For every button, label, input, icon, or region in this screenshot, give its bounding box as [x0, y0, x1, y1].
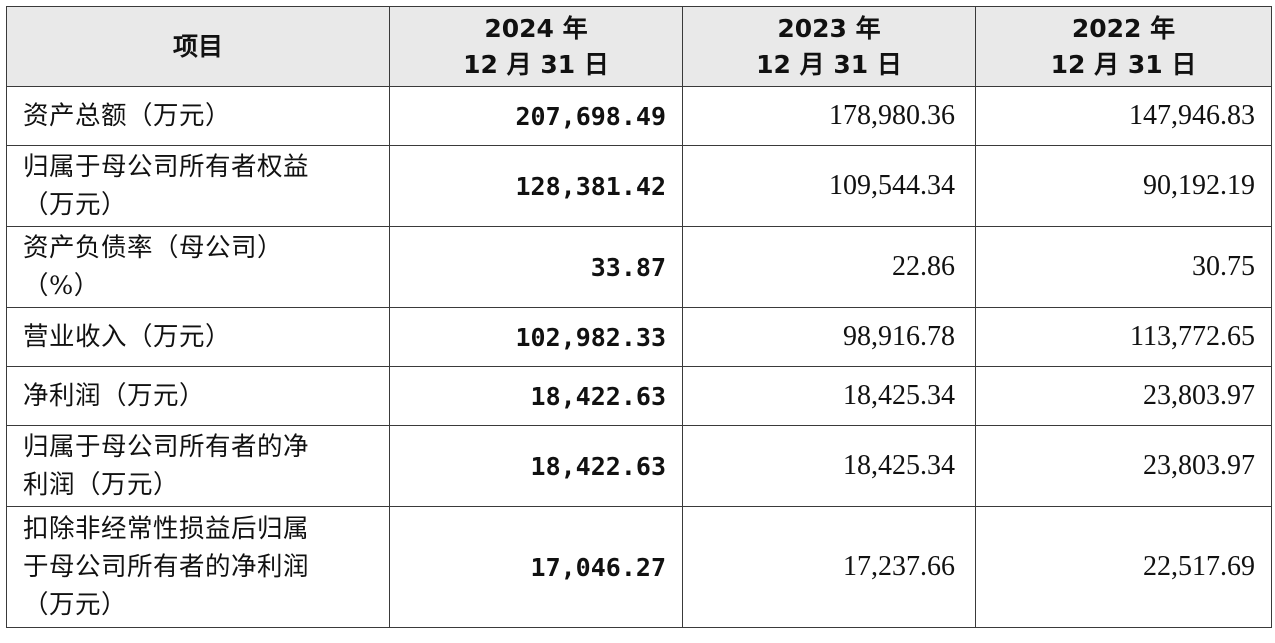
row-label-line: 资产负债率（母公司）: [23, 233, 284, 263]
row-label-line: 于母公司所有者的净利润: [23, 552, 310, 582]
cell-2024: 18,422.63: [389, 425, 683, 507]
row-label: 资产负债率（母公司） （%）: [6, 226, 390, 308]
header-2023-year: 2023 年: [777, 13, 881, 43]
cell-2023: 22.86: [682, 226, 976, 308]
row-label-line: （%）: [23, 271, 100, 301]
header-2023: 2023 年 12 月 31 日: [682, 6, 976, 87]
cell-2023: 109,544.34: [682, 145, 976, 227]
cell-2024: 18,422.63: [389, 366, 683, 426]
row-label-line: 归属于母公司所有者权益: [23, 152, 310, 182]
row-label: 资产总额（万元）: [6, 86, 390, 146]
row-label-line: （万元）: [23, 190, 128, 220]
header-item: 项目: [6, 6, 390, 87]
cell-2022: 23,803.97: [975, 425, 1272, 507]
cell-2022: 147,946.83: [975, 86, 1272, 146]
cell-2024: 207,698.49: [389, 86, 683, 146]
table-row-net-profit: 净利润（万元） 18,422.63 18,425.34 23,803.97: [6, 366, 1272, 426]
header-2023-date: 12 月 31 日: [756, 49, 902, 79]
row-label: 归属于母公司所有者的净 利润（万元）: [6, 425, 390, 507]
row-label: 净利润（万元）: [6, 366, 390, 426]
cell-2022: 22,517.69: [975, 506, 1272, 628]
cell-2024: 102,982.33: [389, 307, 683, 367]
cell-2022: 90,192.19: [975, 145, 1272, 227]
cell-2023: 18,425.34: [682, 366, 976, 426]
table-header-row: 项目 2024 年 12 月 31 日 2023 年 12 月 31 日 202…: [6, 6, 1272, 87]
row-label-line: 利润（万元）: [23, 470, 180, 500]
table-row-total-assets: 资产总额（万元） 207,698.49 178,980.36 147,946.8…: [6, 86, 1272, 146]
row-label: 营业收入（万元）: [6, 307, 390, 367]
cell-2023: 98,916.78: [682, 307, 976, 367]
header-2024-date: 12 月 31 日: [463, 49, 609, 79]
table-row-debt-ratio: 资产负债率（母公司） （%） 33.87 22.86 30.75: [6, 226, 1272, 308]
table-row-adjusted-net-profit: 扣除非经常性损益后归属 于母公司所有者的净利润 （万元） 17,046.27 1…: [6, 506, 1272, 628]
cell-2022: 113,772.65: [975, 307, 1272, 367]
header-2024-year: 2024 年: [484, 13, 588, 43]
table-row-parent-net-profit: 归属于母公司所有者的净 利润（万元） 18,422.63 18,425.34 2…: [6, 425, 1272, 507]
cell-2023: 17,237.66: [682, 506, 976, 628]
row-label-line: 净利润（万元）: [23, 381, 206, 411]
header-item-label: 项目: [172, 31, 223, 61]
cell-2024: 128,381.42: [389, 145, 683, 227]
header-2024: 2024 年 12 月 31 日: [389, 6, 683, 87]
row-label-line: 资产总额（万元）: [23, 101, 232, 131]
header-2022-date: 12 月 31 日: [1050, 49, 1197, 79]
cell-2022: 23,803.97: [975, 366, 1272, 426]
cell-2024: 17,046.27: [389, 506, 683, 628]
row-label-line: 营业收入（万元）: [23, 322, 232, 352]
row-label: 扣除非经常性损益后归属 于母公司所有者的净利润 （万元）: [6, 506, 390, 628]
row-label: 归属于母公司所有者权益 （万元）: [6, 145, 390, 227]
table-row-parent-equity: 归属于母公司所有者权益 （万元） 128,381.42 109,544.34 9…: [6, 145, 1272, 227]
financial-summary-table: 项目 2024 年 12 月 31 日 2023 年 12 月 31 日 202…: [6, 6, 1272, 628]
cell-2024: 33.87: [389, 226, 683, 308]
table-row-revenue: 营业收入（万元） 102,982.33 98,916.78 113,772.65: [6, 307, 1272, 367]
cell-2023: 18,425.34: [682, 425, 976, 507]
row-label-line: 归属于母公司所有者的净: [23, 432, 310, 462]
header-2022: 2022 年 12 月 31 日: [975, 6, 1272, 87]
cell-2022: 30.75: [975, 226, 1272, 308]
row-label-line: 扣除非经常性损益后归属: [23, 514, 310, 544]
row-label-line: （万元）: [23, 590, 128, 620]
header-2022-year: 2022 年: [1071, 13, 1176, 43]
cell-2023: 178,980.36: [682, 86, 976, 146]
